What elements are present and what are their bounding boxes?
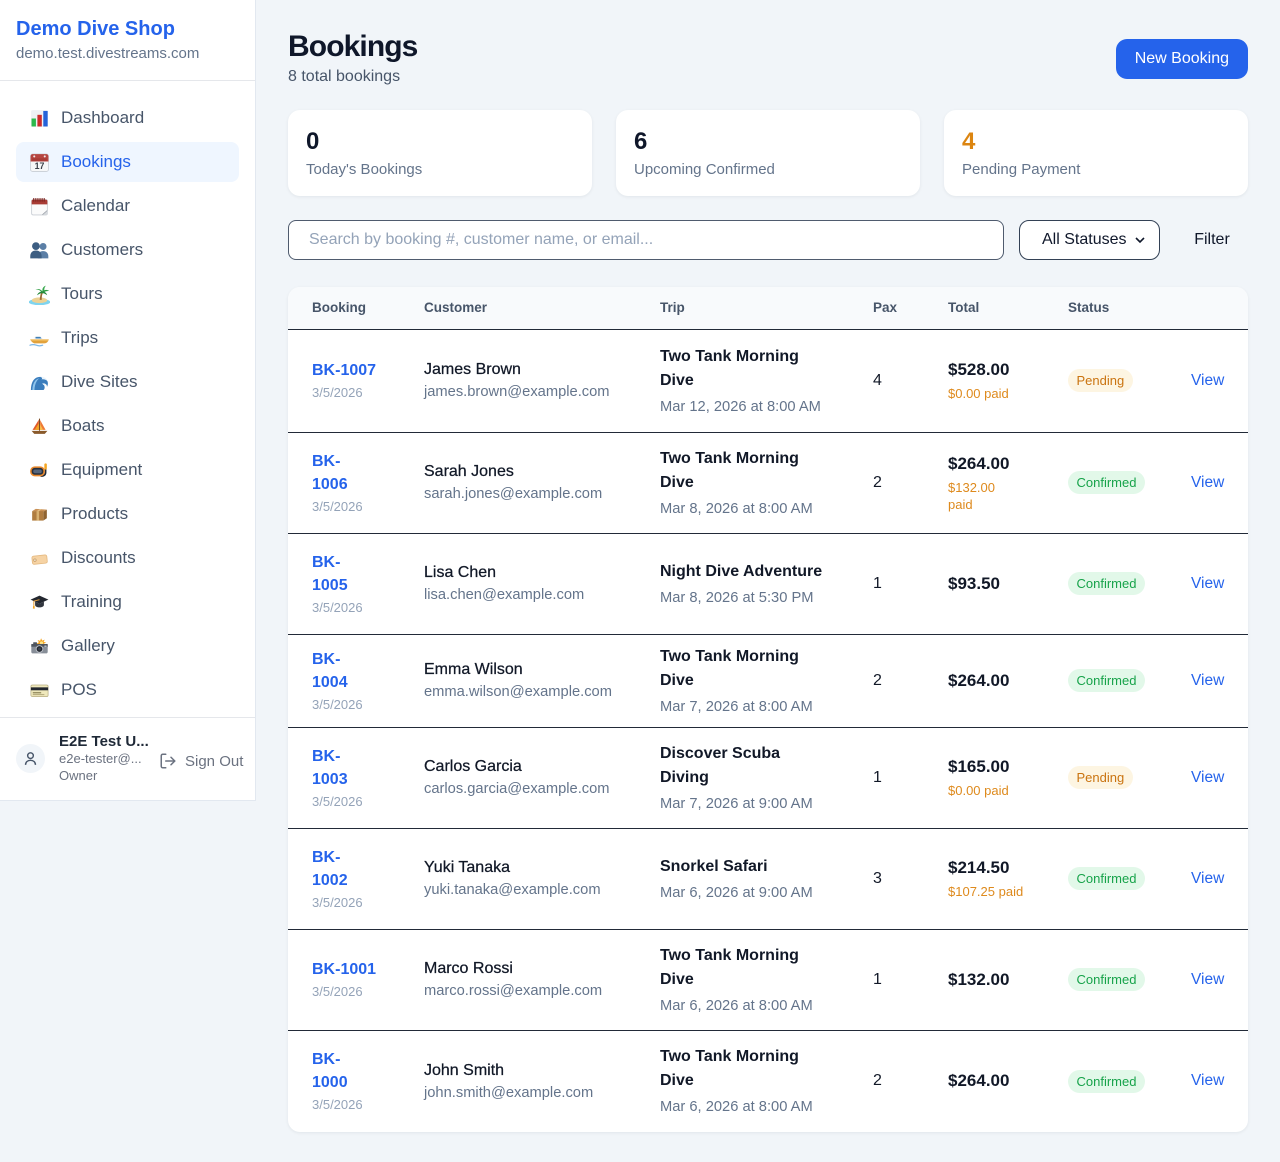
- svg-text:17: 17: [35, 161, 45, 171]
